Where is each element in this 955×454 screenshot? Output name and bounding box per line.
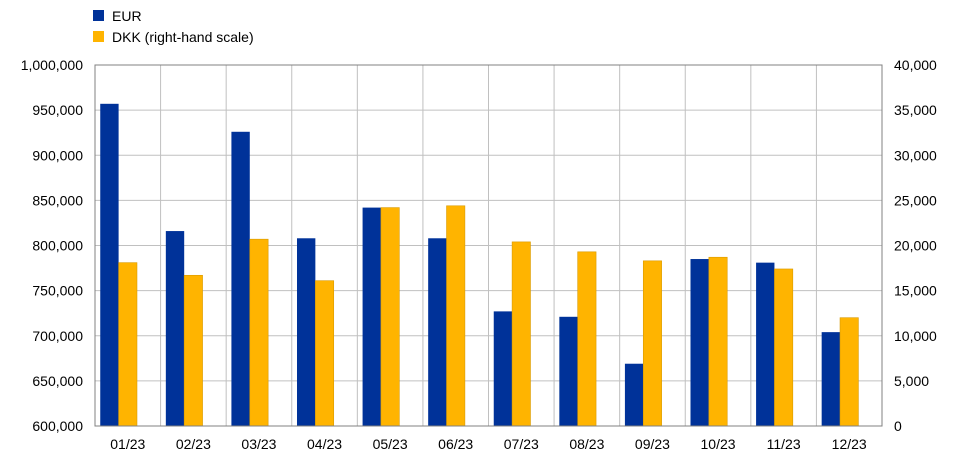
bar-eur xyxy=(756,262,775,426)
legend: EUR DKK (right-hand scale) xyxy=(93,8,254,45)
right-tick-label: 0 xyxy=(894,418,902,434)
bar-dkk xyxy=(118,262,138,427)
x-tick-label: 03/23 xyxy=(241,436,276,452)
legend-label: EUR xyxy=(112,8,142,24)
bar-eur xyxy=(493,311,513,426)
right-tick-label: 40,000 xyxy=(894,57,937,73)
x-tick-label: 11/23 xyxy=(767,436,801,452)
legend-label: DKK (right-hand scale) xyxy=(112,29,254,45)
bar-dkk xyxy=(315,280,335,427)
legend-swatch xyxy=(93,31,104,42)
left-tick-label: 600,000 xyxy=(32,418,83,434)
right-tick-label: 35,000 xyxy=(894,102,937,118)
left-axis: 600,000 650,000 700,000 750,000 800,000 850,0… xyxy=(21,57,84,434)
bar-dkk xyxy=(511,241,531,427)
bar-dkk xyxy=(708,256,728,427)
right-tick-label: 25,000 xyxy=(894,192,937,208)
x-tick-label: 08/23 xyxy=(569,436,604,452)
left-tick-label: 800,000 xyxy=(32,238,83,254)
right-tick-label: 20,000 xyxy=(894,238,937,254)
left-tick-label: 1,000,000 xyxy=(21,57,83,73)
x-tick-label: 05/23 xyxy=(373,436,408,452)
x-tick-label: 09/23 xyxy=(635,436,670,452)
right-tick-label: 5,000 xyxy=(894,373,929,389)
bar-dkk xyxy=(380,207,400,427)
x-tick-label: 07/23 xyxy=(504,436,539,452)
bar-dkk xyxy=(577,251,597,427)
left-tick-label: 850,000 xyxy=(32,192,83,208)
bar-eur xyxy=(362,207,381,426)
left-tick-label: 900,000 xyxy=(32,147,83,163)
right-tick-label: 15,000 xyxy=(894,283,937,299)
x-tick-label: 01/23 xyxy=(110,436,145,452)
bar-eur xyxy=(690,259,709,426)
bar-eur xyxy=(559,316,578,426)
right-tick-label: 30,000 xyxy=(894,147,937,163)
bars xyxy=(100,103,859,427)
bar-dkk xyxy=(642,260,662,427)
bar-eur xyxy=(296,238,316,426)
x-tick-label: 06/23 xyxy=(438,436,473,452)
bar-dkk xyxy=(839,317,859,427)
left-tick-label: 750,000 xyxy=(32,283,83,299)
bar-eur xyxy=(165,231,185,426)
bar-eur xyxy=(231,131,250,426)
bar-dkk xyxy=(249,238,269,427)
x-tick-label: 10/23 xyxy=(701,436,736,452)
right-tick-label: 10,000 xyxy=(894,328,937,344)
gridlines xyxy=(95,64,882,427)
bar-eur xyxy=(821,332,841,426)
x-tick-label: 12/23 xyxy=(832,436,867,452)
bar-dkk xyxy=(774,268,794,427)
left-tick-label: 650,000 xyxy=(32,373,83,389)
right-axis: 0 5,000 10,000 15,000 20,000 25,000 30,000 35,0… xyxy=(894,57,937,434)
x-tick-label: 04/23 xyxy=(307,436,342,452)
plot-frame xyxy=(94,64,883,427)
bar-dkk xyxy=(446,205,466,427)
x-tick-label: 02/23 xyxy=(176,436,211,452)
x-axis: 01/23 02/23 03/23 04/23 05/23 06/23 07/23 08/23… xyxy=(110,436,867,452)
bar-eur xyxy=(100,103,119,427)
left-tick-label: 700,000 xyxy=(32,328,83,344)
left-tick-label: 950,000 xyxy=(32,102,83,118)
bar-eur xyxy=(428,238,447,426)
legend-swatch xyxy=(93,10,104,21)
bar-eur xyxy=(624,363,644,426)
bar-dkk xyxy=(183,274,203,427)
